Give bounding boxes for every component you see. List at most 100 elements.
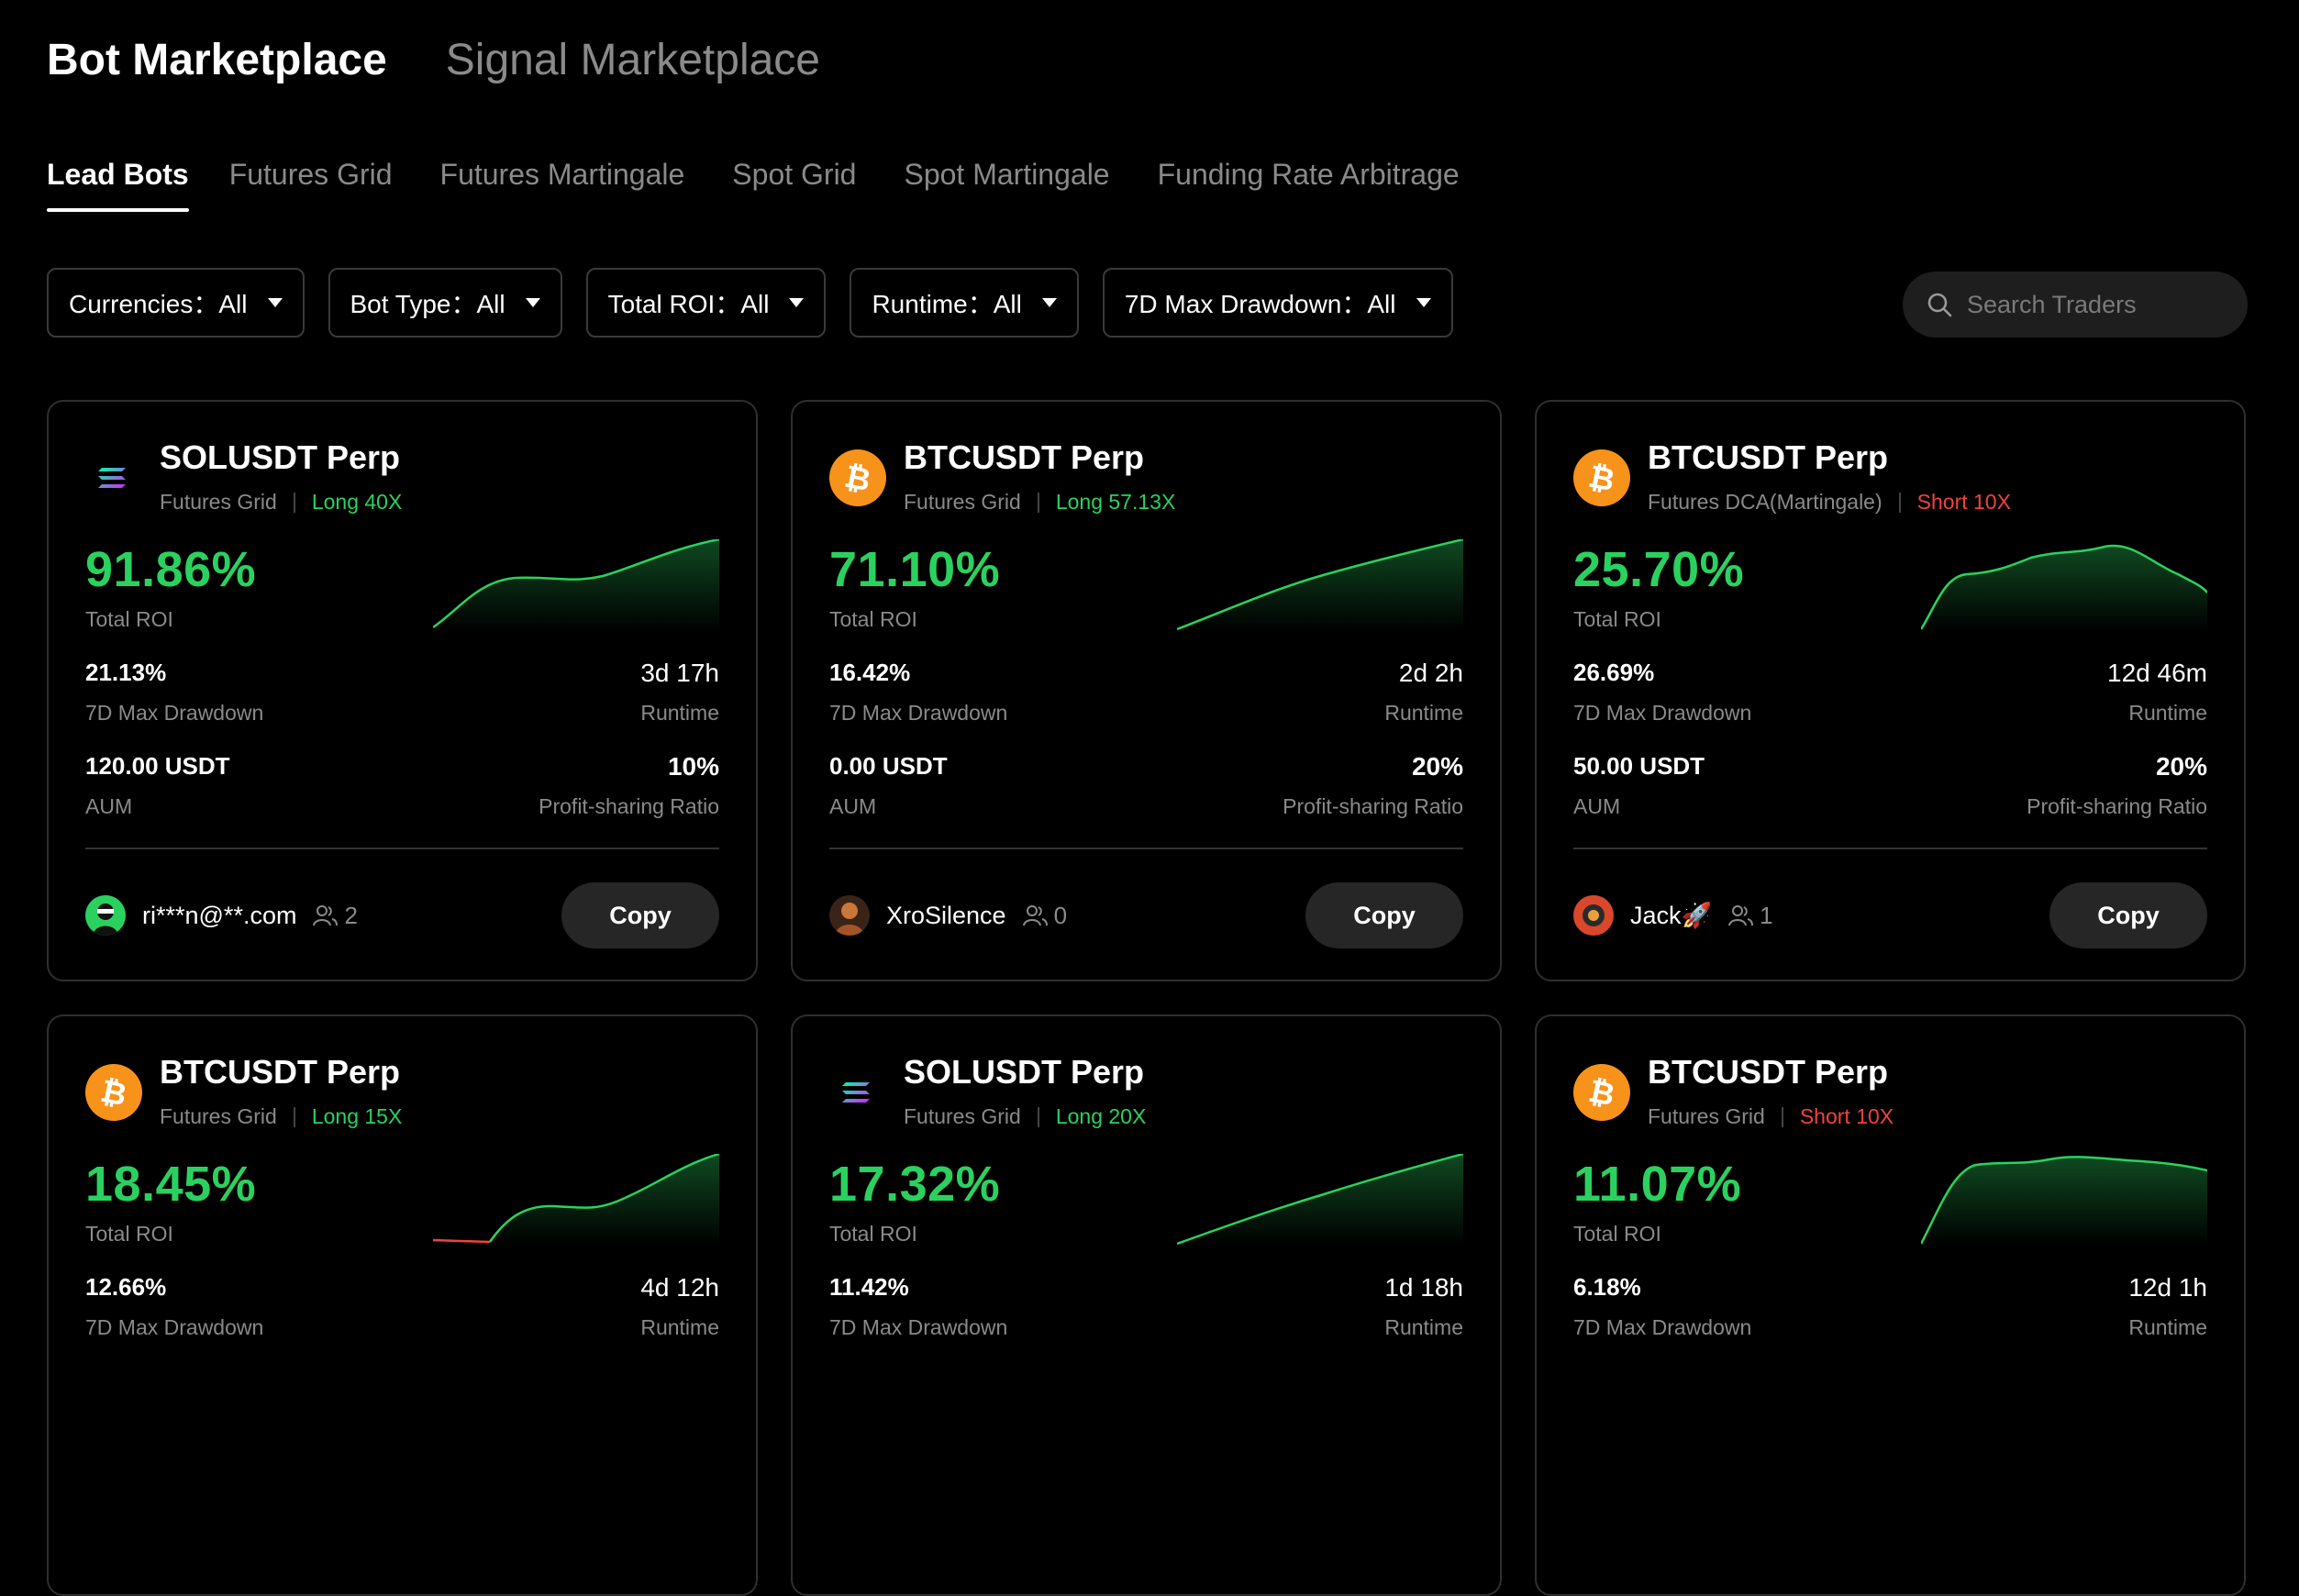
bot-type: Futures Grid [904,490,1021,514]
bot-type-filter[interactable]: Bot Type：All [328,268,562,338]
max-drawdown-filter[interactable]: 7D Max Drawdown：All [1102,268,1453,338]
filter-label: Total ROI：All [607,290,770,318]
max-drawdown-value: 12.66% [85,1273,167,1301]
tab-lead-bots[interactable]: Lead Bots [47,158,189,212]
pair-name: BTCUSDT Perp [904,438,1145,476]
currencies-filter[interactable]: Currencies：All [47,268,305,338]
position-direction: Long 20X [1055,1104,1147,1128]
max-drawdown-value: 6.18% [1573,1273,1641,1301]
runtime-value: 12d 46m [2107,659,2207,687]
divider [1037,492,1039,513]
max-drawdown-label: 7D Max Drawdown [85,701,264,725]
bot-type: Futures DCA(Martingale) [1648,490,1883,514]
runtime-label: Runtime [1384,701,1463,725]
bot-type: Futures Grid [160,1104,277,1128]
roi-sparkline [1177,1154,1463,1246]
tab-spot-grid[interactable]: Spot Grid [732,158,857,191]
caret-down-icon [267,298,283,307]
follower-number: 1 [1760,901,1773,929]
users-icon [1728,905,1754,926]
copy-button[interactable]: Copy [561,882,719,948]
tab-futures-grid[interactable]: Futures Grid [228,158,393,191]
avatar[interactable] [1573,895,1614,936]
aum-value: 0.00 USDT [829,752,948,780]
position-direction: Short 10X [1799,1104,1894,1128]
btc-coin-icon: ₿ [1573,1064,1630,1121]
tab-spot-martingale[interactable]: Spot Martingale [904,158,1110,191]
trader-name[interactable]: ri***n@**.com [142,901,297,929]
card-divider [1573,848,2207,849]
runtime-label: Runtime [640,1315,719,1339]
bot-card[interactable]: ₿ BTCUSDT Perp Futures DCA(Martingale) Sh… [1535,400,2246,981]
total-roi-value: 11.07% [1573,1157,1742,1212]
search-input[interactable] [1965,289,2235,320]
avatar[interactable] [85,895,126,936]
trader-name[interactable]: Jack🚀 [1630,902,1713,929]
max-drawdown-label: 7D Max Drawdown [829,1315,1008,1339]
total-roi-label: Total ROI [85,1222,173,1246]
max-drawdown-label: 7D Max Drawdown [1573,1315,1752,1339]
total-roi-filter[interactable]: Total ROI：All [585,268,827,338]
runtime-value: 2d 2h [1398,659,1463,687]
bot-card[interactable]: SOLUSDT Perp Futures Grid Long 40X 91.86%… [47,400,758,981]
divider [293,492,295,513]
max-drawdown-label: 7D Max Drawdown [85,1315,264,1339]
btc-coin-icon: ₿ [85,1064,142,1121]
bot-card[interactable]: ₿ BTCUSDT Perp Futures Grid Long 15X 18.4… [47,1014,758,1596]
total-roi-label: Total ROI [1573,1222,1661,1246]
bot-card[interactable]: ₿ BTCUSDT Perp Futures Grid Short 10X 11.… [1535,1014,2246,1596]
aum-label: AUM [1573,794,1621,818]
bot-meta: Futures Grid Long 57.13X [904,490,1175,515]
filter-bar: Currencies：All Bot Type：All Total ROI：Al… [47,268,1477,338]
max-drawdown-value: 26.69% [1573,659,1655,686]
profit-sharing-label: Profit-sharing Ratio [2027,794,2207,818]
bot-type: Futures Grid [160,490,277,514]
filter-label: 7D Max Drawdown：All [1124,290,1396,318]
caret-down-icon [1416,298,1431,307]
total-roi-value: 91.86% [85,542,257,597]
bot-meta: Futures Grid Long 15X [160,1104,402,1129]
pair-name: SOLUSDT Perp [904,1053,1145,1091]
profit-sharing-label: Profit-sharing Ratio [1283,794,1463,818]
copy-button[interactable]: Copy [2049,882,2207,948]
tab-bot-marketplace[interactable]: Bot Marketplace [47,36,387,84]
avatar[interactable] [829,895,870,936]
divider [293,1106,295,1127]
tab-funding-rate-arbitrage[interactable]: Funding Rate Arbitrage [1157,158,1460,191]
profit-sharing-value: 10% [667,752,719,781]
tab-futures-martingale[interactable]: Futures Martingale [439,158,685,191]
total-roi-label: Total ROI [85,607,173,631]
total-roi-value: 18.45% [85,1157,257,1212]
runtime-value: 4d 12h [640,1273,719,1302]
pair-name: SOLUSDT Perp [160,438,401,476]
aum-label: AUM [829,794,877,818]
tab-signal-marketplace[interactable]: Signal Marketplace [445,36,820,84]
runtime-filter[interactable]: Runtime：All [850,268,1079,338]
svg-text:₿: ₿ [841,460,873,499]
roi-sparkline [433,1154,719,1246]
card-footer: ri***n@**.com 2 Copy [85,882,719,948]
copy-button[interactable]: Copy [1305,882,1463,948]
bot-type: Futures Grid [1648,1104,1765,1128]
runtime-label: Runtime [2128,701,2207,725]
profit-sharing-value: 20% [2155,752,2207,781]
pair-name: BTCUSDT Perp [1648,438,1889,476]
follower-count: 0 [1022,902,1067,930]
caret-down-icon [525,298,540,307]
max-drawdown-value: 11.42% [829,1273,909,1301]
roi-sparkline [433,539,719,631]
trader-name[interactable]: XroSilence [886,901,1006,929]
max-drawdown-label: 7D Max Drawdown [829,701,1008,725]
runtime-value: 1d 18h [1384,1273,1463,1302]
bot-meta: Futures DCA(Martingale) Short 10X [1648,490,2011,515]
card-divider [829,848,1463,849]
bot-card[interactable]: ₿ BTCUSDT Perp Futures Grid Long 57.13X 7… [791,400,1502,981]
search-traders[interactable] [1903,272,2248,338]
profit-sharing-value: 20% [1411,752,1463,781]
bot-card[interactable]: SOLUSDT Perp Futures Grid Long 20X 17.32%… [791,1014,1502,1596]
svg-text:₿: ₿ [1585,460,1617,499]
runtime-value: 3d 17h [640,659,719,687]
svg-text:₿: ₿ [97,1074,129,1114]
users-icon [313,905,339,926]
runtime-value: 12d 1h [2128,1273,2207,1302]
